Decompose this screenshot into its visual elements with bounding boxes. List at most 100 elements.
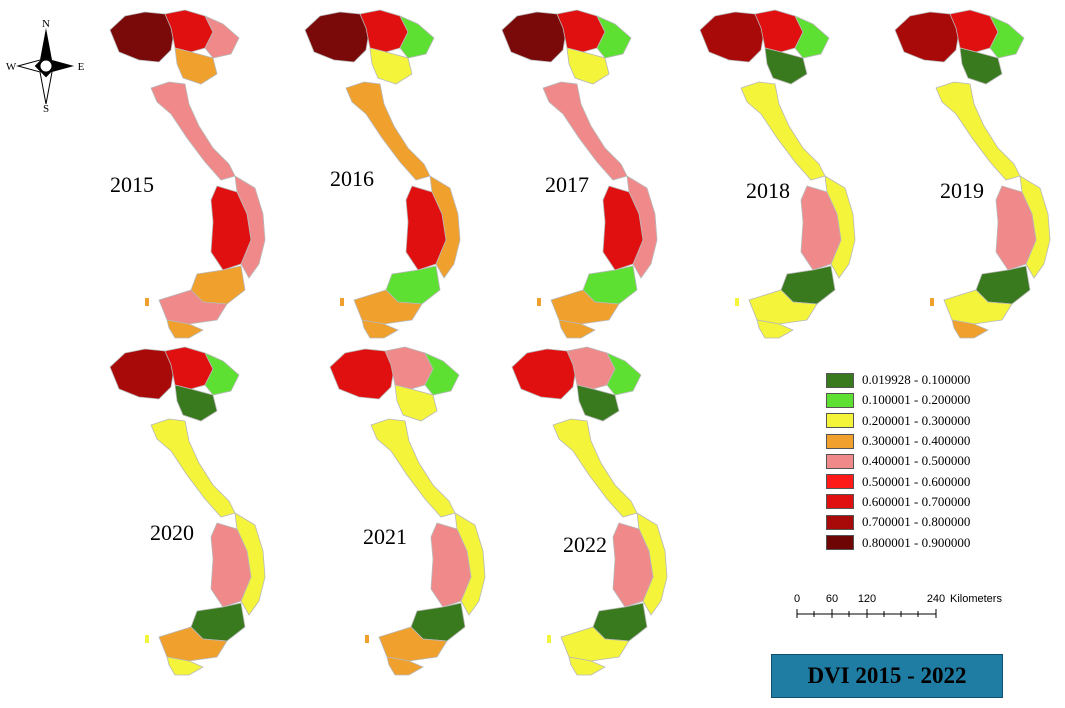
region-south-tip bbox=[951, 319, 989, 339]
map-2021 bbox=[325, 345, 515, 676]
legend-item: 0.600001 - 0.700000 bbox=[826, 492, 970, 512]
region-north-central bbox=[150, 418, 236, 518]
region-north-east bbox=[204, 15, 240, 59]
region-south-tip bbox=[386, 656, 424, 676]
year-label-2021: 2021 bbox=[363, 524, 407, 549]
legend-label: 0.200001 - 0.300000 bbox=[862, 412, 971, 428]
region-delta-north bbox=[576, 384, 620, 422]
region-north-west bbox=[329, 348, 396, 400]
region-north-west bbox=[501, 11, 568, 63]
region-north-central bbox=[370, 418, 456, 518]
region-south-tip bbox=[361, 319, 399, 339]
island-phu-quoc bbox=[537, 298, 541, 306]
region-north-central bbox=[552, 418, 638, 518]
island-phu-quoc bbox=[145, 635, 149, 643]
region-north-east bbox=[424, 352, 460, 396]
map-2022 bbox=[507, 345, 697, 676]
map-2015 bbox=[105, 8, 295, 339]
legend-label: 0.600001 - 0.700000 bbox=[862, 493, 971, 509]
year-label-2020: 2020 bbox=[150, 520, 194, 545]
region-north-west bbox=[894, 11, 961, 63]
region-highlands bbox=[405, 185, 447, 271]
region-north-east bbox=[794, 15, 830, 59]
region-delta-north bbox=[394, 384, 438, 422]
region-highlands bbox=[800, 185, 842, 271]
region-north-east bbox=[399, 15, 435, 59]
year-label-2018: 2018 bbox=[746, 178, 790, 203]
year-label-2022: 2022 bbox=[563, 532, 607, 557]
region-north-east bbox=[204, 352, 240, 396]
legend-item: 0.019928 - 0.100000 bbox=[826, 370, 970, 390]
region-north-east bbox=[989, 15, 1025, 59]
legend-swatch bbox=[826, 453, 854, 469]
legend-swatch bbox=[826, 474, 854, 490]
region-north-west bbox=[511, 348, 578, 400]
region-south-tip bbox=[166, 319, 204, 339]
year-label-2016: 2016 bbox=[330, 166, 374, 191]
legend-item: 0.800001 - 0.900000 bbox=[826, 532, 970, 552]
map-2018 bbox=[695, 8, 885, 339]
legend-item: 0.300001 - 0.400000 bbox=[826, 431, 970, 451]
scale-tick-120: 120 bbox=[858, 593, 876, 605]
legend-item: 0.100001 - 0.200000 bbox=[826, 390, 970, 410]
legend-label: 0.019928 - 0.100000 bbox=[862, 372, 971, 388]
map-2016 bbox=[300, 8, 490, 339]
legend-swatch bbox=[826, 535, 854, 551]
region-south-tip bbox=[568, 656, 606, 676]
region-highlands bbox=[612, 522, 654, 608]
legend-swatch bbox=[826, 514, 854, 530]
region-delta-north bbox=[369, 47, 413, 85]
title-box: DVI 2015 - 2022 bbox=[771, 654, 1003, 698]
region-highlands bbox=[430, 522, 472, 608]
region-highlands bbox=[210, 185, 252, 271]
compass-w: W bbox=[6, 61, 17, 73]
legend-swatch bbox=[826, 413, 854, 429]
island-phu-quoc bbox=[365, 635, 369, 643]
legend-label: 0.500001 - 0.600000 bbox=[862, 473, 971, 489]
region-delta-north bbox=[959, 47, 1003, 85]
region-north-central bbox=[150, 81, 236, 181]
legend-item: 0.700001 - 0.800000 bbox=[826, 512, 970, 532]
region-north-west bbox=[109, 11, 176, 63]
compass-e: E bbox=[78, 61, 85, 73]
scale-tick-60: 60 bbox=[826, 593, 838, 605]
region-delta-north bbox=[764, 47, 808, 85]
legend-swatch bbox=[826, 433, 854, 449]
compass-s: S bbox=[43, 103, 49, 112]
region-highlands bbox=[210, 522, 252, 608]
region-delta-north bbox=[174, 384, 218, 422]
legend-label: 0.700001 - 0.800000 bbox=[862, 514, 971, 530]
map-2020 bbox=[105, 345, 295, 676]
map-2017 bbox=[497, 8, 687, 339]
legend-label: 0.100001 - 0.200000 bbox=[862, 392, 971, 408]
region-north-central bbox=[935, 81, 1021, 181]
region-south-tip bbox=[166, 656, 204, 676]
region-north-central bbox=[740, 81, 826, 181]
region-delta-north bbox=[566, 47, 610, 85]
legend-swatch bbox=[826, 494, 854, 510]
region-north-central bbox=[542, 81, 628, 181]
region-south-tip bbox=[756, 319, 794, 339]
compass-n: N bbox=[42, 20, 50, 30]
scale-tick-0: 0 bbox=[794, 593, 800, 605]
compass-rose-icon: N S W E bbox=[6, 18, 86, 115]
map-2019 bbox=[890, 8, 1065, 339]
legend: 0.019928 - 0.100000 0.100001 - 0.200000 … bbox=[826, 370, 970, 553]
year-label-2017: 2017 bbox=[545, 172, 589, 197]
legend-label: 0.400001 - 0.500000 bbox=[862, 453, 971, 469]
legend-swatch bbox=[826, 392, 854, 408]
island-phu-quoc bbox=[145, 298, 149, 306]
region-north-west bbox=[304, 11, 371, 63]
map-title: DVI 2015 - 2022 bbox=[807, 663, 967, 688]
region-north-east bbox=[606, 352, 642, 396]
island-phu-quoc bbox=[930, 298, 934, 306]
legend-swatch bbox=[826, 372, 854, 388]
region-north-central bbox=[345, 81, 431, 181]
scale-tick-240: 240 bbox=[927, 593, 945, 605]
legend-item: 0.200001 - 0.300000 bbox=[826, 411, 970, 431]
legend-label: 0.300001 - 0.400000 bbox=[862, 433, 971, 449]
region-north-west bbox=[109, 348, 176, 400]
island-phu-quoc bbox=[735, 298, 739, 306]
scale-bar: 0 60 120 240 Kilometers bbox=[790, 590, 1030, 624]
legend-label: 0.800001 - 0.900000 bbox=[862, 534, 971, 550]
